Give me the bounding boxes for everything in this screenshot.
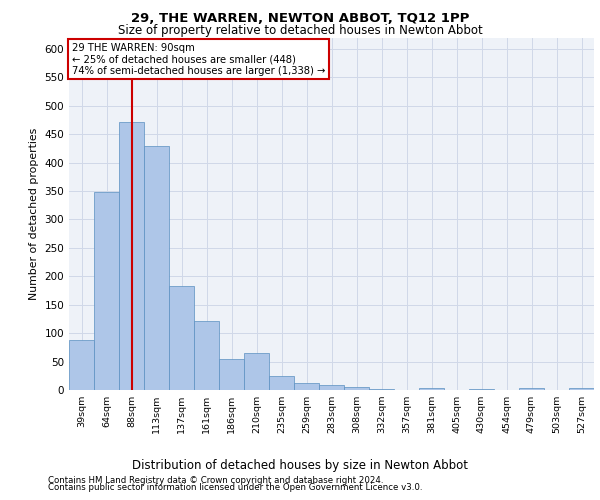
Bar <box>169 286 194 390</box>
Bar <box>519 388 544 390</box>
Bar <box>294 383 319 390</box>
Bar <box>244 353 269 390</box>
Text: 29, THE WARREN, NEWTON ABBOT, TQ12 1PP: 29, THE WARREN, NEWTON ABBOT, TQ12 1PP <box>131 12 469 26</box>
Text: Contains public sector information licensed under the Open Government Licence v3: Contains public sector information licen… <box>48 484 422 492</box>
Bar <box>569 388 594 390</box>
Bar <box>94 192 119 390</box>
Bar <box>419 388 444 390</box>
Text: Contains HM Land Registry data © Crown copyright and database right 2024.: Contains HM Land Registry data © Crown c… <box>48 476 383 485</box>
Bar <box>69 340 94 390</box>
Text: Size of property relative to detached houses in Newton Abbot: Size of property relative to detached ho… <box>118 24 482 37</box>
Bar <box>319 386 344 390</box>
Bar <box>119 122 144 390</box>
Text: Distribution of detached houses by size in Newton Abbot: Distribution of detached houses by size … <box>132 460 468 472</box>
Y-axis label: Number of detached properties: Number of detached properties <box>29 128 39 300</box>
Bar <box>269 376 294 390</box>
Bar <box>194 320 219 390</box>
Text: 29 THE WARREN: 90sqm
← 25% of detached houses are smaller (448)
74% of semi-deta: 29 THE WARREN: 90sqm ← 25% of detached h… <box>71 43 325 76</box>
Bar <box>219 358 244 390</box>
Bar <box>344 387 369 390</box>
Bar <box>144 146 169 390</box>
